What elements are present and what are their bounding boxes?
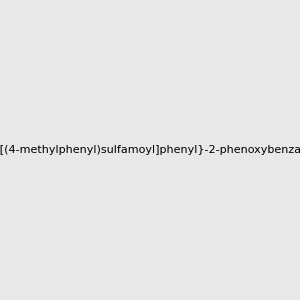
Text: N-{4-[(4-methylphenyl)sulfamoyl]phenyl}-2-phenoxybenzamide: N-{4-[(4-methylphenyl)sulfamoyl]phenyl}-… [0,145,300,155]
